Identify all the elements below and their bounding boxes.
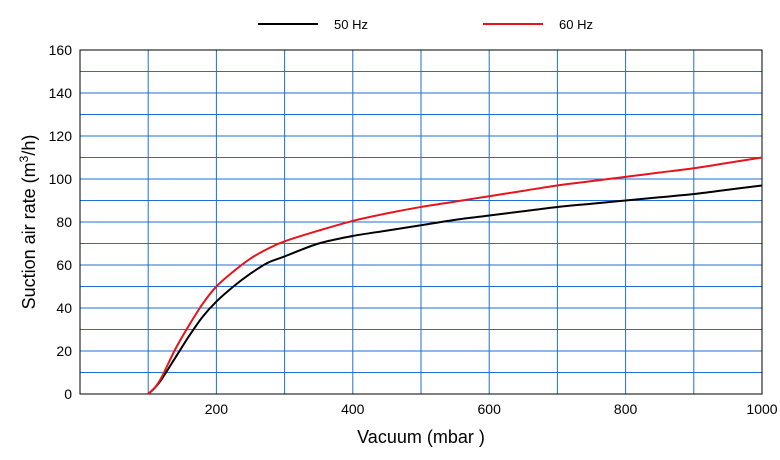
y-tick-label: 120 [49,128,73,144]
series-line-50hz [147,184,763,395]
grid [80,50,762,394]
series-layer [147,156,763,395]
series-line-60hz [147,156,763,395]
y-tick-label: 80 [56,214,72,230]
y-tick-label: 100 [49,171,73,187]
x-tick-label: 400 [341,401,365,417]
y-tick-labels: 0 20 40 60 80 100 120 140 160 [49,42,73,402]
x-tick-label: 800 [614,401,638,417]
legend-label-60hz: 60 Hz [559,17,593,32]
x-axis-label: Vacuum (mbar ) [357,427,485,447]
plot-frame [79,49,763,395]
x-tick-label: 600 [478,401,502,417]
y-axis-label-sup: 3 [17,155,31,162]
y-tick-label: 60 [56,257,72,273]
x-tick-label: 1000 [746,401,777,417]
y-tick-label: 40 [56,300,72,316]
y-tick-label: 0 [64,386,72,402]
legend-label-50hz: 50 Hz [334,17,368,32]
y-tick-label: 20 [56,343,72,359]
x-tick-label: 200 [205,401,229,417]
y-tick-label: 160 [49,42,73,58]
y-axis-label-main: Suction air rate (m [19,162,39,309]
legend: 50 Hz 60 Hz [258,17,593,32]
y-axis-label: Suction air rate (m3/h) [17,135,39,310]
y-axis-label-tail: /h) [19,135,39,156]
x-tick-labels: 200 400 600 800 1000 [205,401,778,417]
y-tick-label: 140 [49,85,73,101]
